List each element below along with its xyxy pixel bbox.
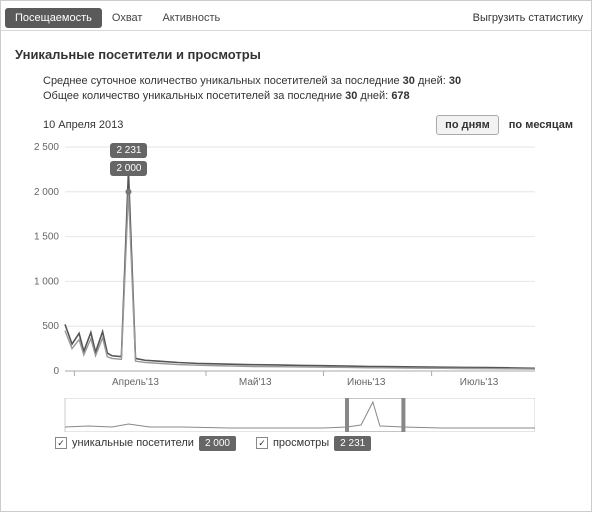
legend-visitors[interactable]: ✓ уникальные посетители 2 000	[55, 436, 236, 451]
by-month-link[interactable]: по месяцам	[505, 116, 577, 134]
chart-container: 0 500 1 000 1 500 2 000 2 500 Апрель'13 Май'13 И…	[15, 141, 577, 432]
legend-views[interactable]: ✓ просмотры 2 231	[256, 436, 371, 451]
checkbox-icon: ✓	[55, 437, 67, 449]
svg-text:0: 0	[53, 366, 59, 377]
selected-date: 10 Апреля 2013	[43, 119, 123, 131]
legend-visitors-value: 2 000	[199, 436, 236, 451]
svg-text:Июнь'13: Июнь'13	[347, 377, 386, 388]
content-area: Уникальные посетители и просмотры Средне…	[1, 31, 591, 461]
svg-text:Июль'13: Июль'13	[460, 377, 499, 388]
summary-line-1: Среднее суточное количество уникальных п…	[43, 74, 577, 89]
svg-text:Май'13: Май'13	[239, 377, 272, 388]
legend-views-value: 2 231	[334, 436, 371, 451]
tooltip-visitors: 2 000	[110, 161, 147, 176]
granularity-toggle: по дням по месяцам	[436, 115, 577, 135]
controls-row: 10 Апреля 2013 по дням по месяцам	[43, 115, 577, 135]
svg-text:1 500: 1 500	[34, 231, 59, 242]
svg-text:2 500: 2 500	[34, 142, 59, 153]
summary-line-2: Общее количество уникальных посетителей …	[43, 89, 577, 104]
svg-text:2 000: 2 000	[34, 187, 59, 198]
by-day-button[interactable]: по дням	[436, 115, 499, 135]
stats-frame: Посещаемость Охват Активность Выгрузить …	[0, 0, 592, 512]
svg-text:Апрель'13: Апрель'13	[112, 377, 159, 388]
tab-activity[interactable]: Активность	[152, 7, 230, 29]
legend-visitors-label: уникальные посетители	[72, 437, 194, 449]
line-chart: 0 500 1 000 1 500 2 000 2 500 Апрель'13 Май'13 И…	[15, 141, 535, 391]
section-title: Уникальные посетители и просмотры	[15, 47, 577, 62]
export-link[interactable]: Выгрузить статистику	[473, 12, 583, 24]
overview-chart[interactable]	[15, 398, 535, 432]
legend-views-label: просмотры	[273, 437, 329, 449]
svg-text:1 000: 1 000	[34, 276, 59, 287]
tab-attendance[interactable]: Посещаемость	[5, 8, 102, 28]
checkbox-icon: ✓	[256, 437, 268, 449]
tab-reach[interactable]: Охват	[102, 7, 153, 29]
tab-bar: Посещаемость Охват Активность Выгрузить …	[1, 1, 591, 31]
tooltip-views: 2 231	[110, 143, 147, 158]
svg-text:500: 500	[42, 321, 59, 332]
summary-block: Среднее суточное количество уникальных п…	[43, 74, 577, 105]
legend: ✓ уникальные посетители 2 000 ✓ просмотр…	[15, 436, 577, 451]
